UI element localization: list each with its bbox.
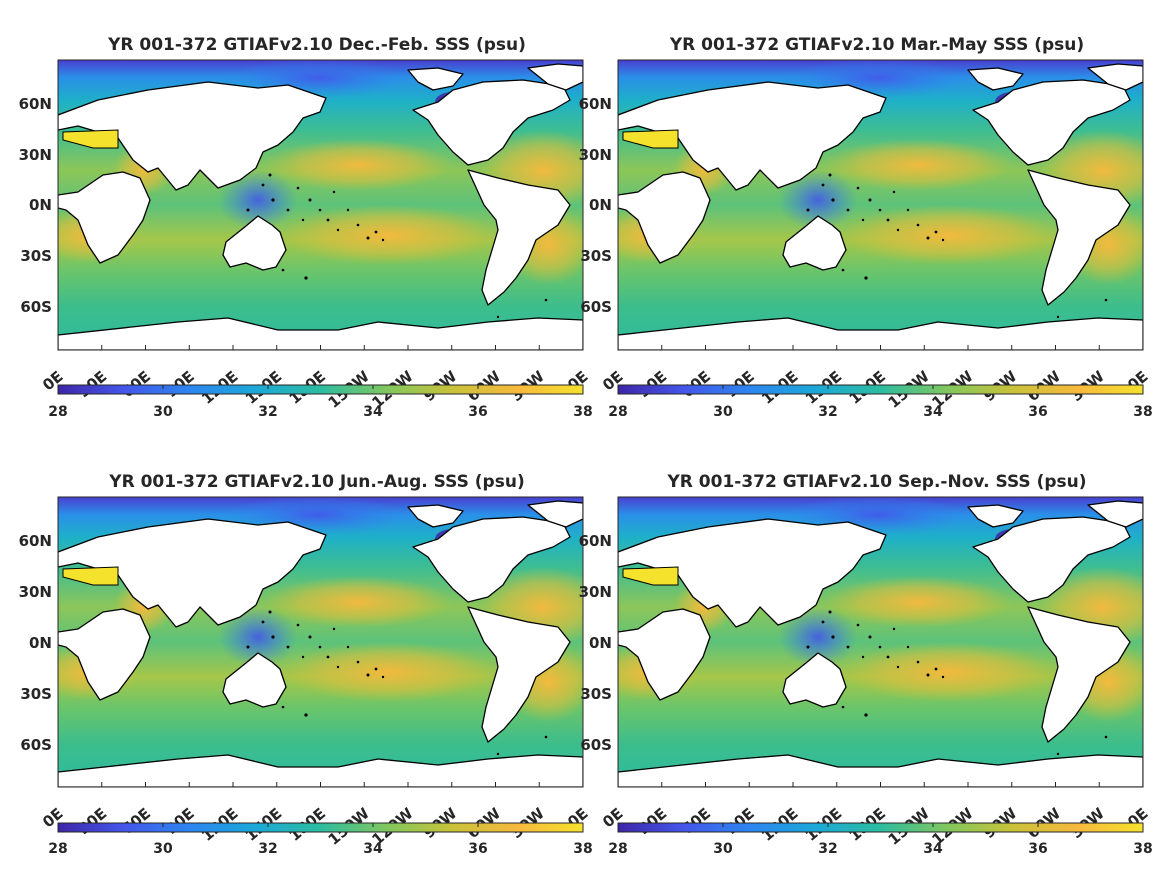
colorbar-ticks: 28 30 32 34 36 38 <box>608 823 1153 857</box>
lon-tick-label: 90E <box>722 367 757 401</box>
colorbar-tick-label: 34 <box>923 841 943 857</box>
lon-tick-label: 30E <box>75 804 110 838</box>
lon-tick-label: 90E <box>722 804 757 838</box>
colorbar-tick-label: 36 <box>1028 841 1047 857</box>
lon-tick-label: 60E <box>119 804 154 838</box>
lat-tick: 60S <box>20 298 52 316</box>
lat-tick: 0N <box>29 196 52 214</box>
lat-tick: 30N <box>19 583 52 601</box>
colorbar-tick-label: 38 <box>1133 404 1152 420</box>
lat-tick: 60S <box>580 298 612 316</box>
colorbar-tick-label: 32 <box>258 841 277 857</box>
lat-tick: 30S <box>20 247 52 265</box>
lon-tick-label: 60E <box>679 804 714 838</box>
colorbar-tick-label: 32 <box>818 404 837 420</box>
colorbar-tick-label: 30 <box>153 404 173 420</box>
lat-tick: 60N <box>579 95 612 113</box>
lon-tick-label: 90E <box>162 804 197 838</box>
colorbar-tick-label: 30 <box>713 841 733 857</box>
colorbar-tick-label: 38 <box>573 404 592 420</box>
colorbar-tick-label: 32 <box>818 841 837 857</box>
colorbar <box>617 384 1144 395</box>
colorbar-tick-label: 36 <box>468 841 487 857</box>
colorbar-tick-label: 38 <box>573 841 592 857</box>
colorbar-tick-label: 34 <box>363 404 383 420</box>
lat-tick: 60N <box>579 532 612 550</box>
panel-son: YR 001-372 GTIAFv2.10 Sep.-Nov. SSS (psu… <box>579 472 1153 857</box>
colorbar-tick-label: 28 <box>48 404 67 420</box>
lon-tick-label: 60E <box>679 367 714 401</box>
colorbar-tick-label: 30 <box>713 404 733 420</box>
lat-tick: 30N <box>19 146 52 164</box>
lat-tick: 30S <box>580 247 612 265</box>
colorbar-ticks: 28 30 32 34 36 38 <box>608 385 1153 420</box>
colorbar-ticks: 28 30 32 34 36 38 <box>48 385 593 420</box>
lat-tick: 60S <box>580 736 612 754</box>
lat-tick: 0N <box>589 634 612 652</box>
lon-tick-label: 90E <box>162 367 197 401</box>
lon-axis: 0E30E60E90E120E150E180E150W120W90W60W30W… <box>39 345 592 412</box>
colorbar-tick-label: 34 <box>923 404 943 420</box>
colorbar-ticks: 28 30 32 34 36 38 <box>48 823 593 857</box>
lat-tick: 0N <box>589 196 612 214</box>
lat-tick: 0N <box>29 634 52 652</box>
panel-jja: YR 001-372 GTIAFv2.10 Jun.-Aug. SSS (psu… <box>19 472 593 857</box>
lat-tick: 60S <box>20 736 52 754</box>
lat-tick: 60N <box>19 532 52 550</box>
panel-title: YR 001-372 GTIAFv2.10 Sep.-Nov. SSS (psu… <box>666 472 1086 492</box>
colorbar-tick-label: 28 <box>608 841 627 857</box>
lat-tick: 30S <box>20 685 52 703</box>
lat-tick: 60N <box>19 95 52 113</box>
panel-title: YR 001-372 GTIAFv2.10 Jun.-Aug. SSS (psu… <box>108 472 524 492</box>
panel-mam: YR 001-372 GTIAFv2.10 Mar.-May SSS (psu)… <box>579 35 1153 420</box>
colorbar-tick-label: 36 <box>468 404 487 420</box>
lat-tick: 30N <box>579 583 612 601</box>
colorbar <box>617 822 1144 833</box>
colorbar-tick-label: 28 <box>608 404 627 420</box>
lat-axis: 60N 30N 0N 30S 60S <box>579 95 612 316</box>
panel-djf: YR 001-372 GTIAFv2.10 Dec.-Feb. SSS (psu… <box>19 35 593 420</box>
colorbar <box>57 822 584 833</box>
lat-axis: 60N 30N 0N 30S 60S <box>579 532 612 754</box>
lon-axis: 0E30E60E90E120E150E180E150W120W90W60W30W… <box>599 345 1152 412</box>
lon-tick-label: 60E <box>119 367 154 401</box>
colorbar-tick-label: 36 <box>1028 404 1047 420</box>
colorbar-tick-label: 32 <box>258 404 277 420</box>
lon-tick-label: 30E <box>635 367 670 401</box>
lat-tick: 30S <box>580 685 612 703</box>
lat-axis: 60N 30N 0N 30S 60S <box>19 95 52 316</box>
panel-title: YR 001-372 GTIAFv2.10 Mar.-May SSS (psu) <box>669 35 1084 55</box>
lon-axis: 0E30E60E90E120E150E180E150W120W90W60W30W… <box>39 782 592 849</box>
colorbar-tick-label: 30 <box>153 841 173 857</box>
lon-tick-label: 30E <box>635 804 670 838</box>
lat-tick: 30N <box>579 146 612 164</box>
colorbar <box>57 384 584 395</box>
colorbar-tick-label: 28 <box>48 841 67 857</box>
colorbar-tick-label: 34 <box>363 841 383 857</box>
lat-axis: 60N 30N 0N 30S 60S <box>19 532 52 754</box>
lon-tick-label: 30E <box>75 367 110 401</box>
panel-title: YR 001-372 GTIAFv2.10 Dec.-Feb. SSS (psu… <box>107 35 526 55</box>
colorbar-tick-label: 38 <box>1133 841 1152 857</box>
lon-axis: 0E30E60E90E120E150E180E150W120W90W60W30W… <box>599 782 1152 849</box>
